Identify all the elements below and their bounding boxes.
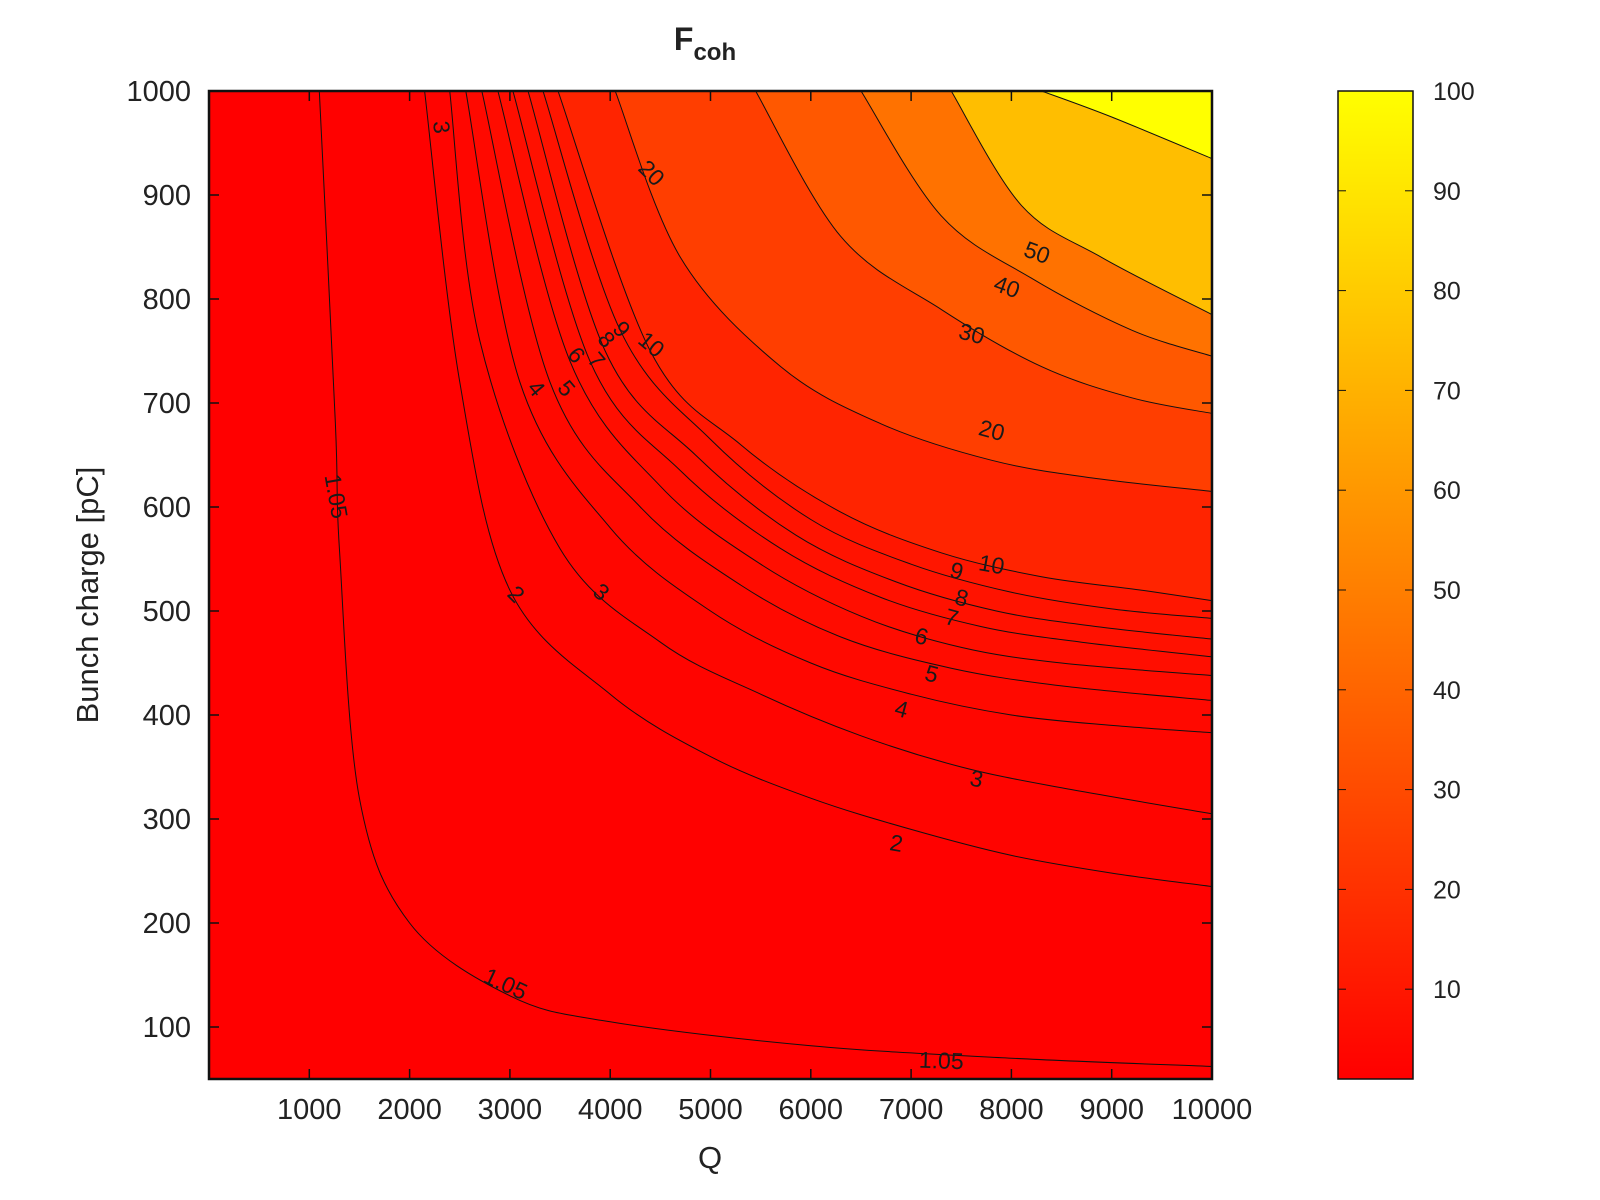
y-tick-label: 700 xyxy=(143,388,191,420)
contour-line-1.05 xyxy=(318,91,1212,1067)
contour-lines xyxy=(318,91,1212,1067)
colorbar-gradient xyxy=(1338,91,1413,1079)
colorbar-tick-label: 100 xyxy=(1433,78,1475,106)
filled-bands xyxy=(209,91,1212,1079)
colorbar-tick-label: 80 xyxy=(1433,278,1461,306)
x-tick-label: 4000 xyxy=(578,1094,643,1126)
contour-label: 10 xyxy=(977,549,1007,579)
y-tick-label: 500 xyxy=(143,596,191,628)
x-axis-label: Q xyxy=(698,1140,722,1175)
band-100 xyxy=(1041,91,1212,159)
band-50 xyxy=(951,91,1212,315)
contour-line-20 xyxy=(614,91,1212,492)
contour-label: 1.05 xyxy=(918,1047,964,1075)
colorbar-tick-label: 40 xyxy=(1433,677,1461,705)
colorbar-tick-label: 60 xyxy=(1433,477,1461,505)
colorbar-tick-label: 10 xyxy=(1433,976,1461,1004)
x-tick-label: 10000 xyxy=(1172,1094,1253,1126)
y-tick-label: 400 xyxy=(143,700,191,732)
y-tick-label: 300 xyxy=(143,804,191,836)
contour-line-100 xyxy=(1041,91,1212,160)
x-tick-label: 2000 xyxy=(377,1094,442,1126)
y-tick-label: 200 xyxy=(143,908,191,940)
contour-label: 2 xyxy=(888,829,905,857)
contour-line-5 xyxy=(481,91,1212,701)
x-axis: 1000 2000 3000 4000 5000 6000 7000 8000 9000 1000… xyxy=(277,91,1252,1126)
contour-label: 3 xyxy=(428,120,455,135)
plot-area: 1.051.051.052233344556677889910102020304… xyxy=(207,89,1214,1081)
chart-title: Fcoh xyxy=(674,21,736,66)
x-tick-label: 7000 xyxy=(879,1094,944,1126)
chart-title-subscript: coh xyxy=(693,39,736,66)
x-tick-label: 9000 xyxy=(1079,1094,1144,1126)
colorbar-tick-label: 70 xyxy=(1433,377,1461,405)
contour-line-50 xyxy=(950,91,1212,316)
colorbar-tick-label: 50 xyxy=(1433,577,1461,605)
colorbar-frame xyxy=(1337,90,1414,1080)
contour-line-6 xyxy=(497,91,1212,676)
x-tick-label: 5000 xyxy=(678,1094,743,1126)
x-tick-label: 1000 xyxy=(277,1094,342,1126)
contour-line-9 xyxy=(542,91,1212,619)
contour-line-8 xyxy=(527,91,1212,640)
contour-line-10 xyxy=(557,91,1212,602)
y-tick-label: 1000 xyxy=(126,76,191,108)
contour-line-40 xyxy=(860,91,1212,357)
y-tick-label: 600 xyxy=(143,492,191,524)
colorbar-ticks: 10 20 30 40 50 60 70 80 90 100 xyxy=(1338,78,1475,1004)
y-axis: 100 200 300 400 500 600 700 800 900 1000 xyxy=(126,76,1212,1044)
contour-line-3 xyxy=(449,91,1212,815)
y-tick-label: 900 xyxy=(143,180,191,212)
chart-title-main: F xyxy=(674,21,694,57)
y-tick-label: 100 xyxy=(143,1012,191,1044)
x-tick-label: 3000 xyxy=(478,1094,543,1126)
colorbar-tick-label: 90 xyxy=(1433,178,1461,206)
y-axis-label: Bunch charge [pC] xyxy=(70,467,105,724)
colorbar-tick-label: 30 xyxy=(1433,777,1461,805)
colorbar-tick-label: 20 xyxy=(1433,876,1461,904)
x-tick-label: 6000 xyxy=(779,1094,844,1126)
colorbar: 10 20 30 40 50 60 70 80 90 100 xyxy=(1337,78,1475,1080)
contour-line-7 xyxy=(512,91,1212,658)
contour-line-2 xyxy=(424,91,1212,888)
contour-line-4 xyxy=(465,91,1212,734)
x-tick-label: 8000 xyxy=(979,1094,1044,1126)
contour-label: 3 xyxy=(968,765,986,793)
y-tick-label: 800 xyxy=(143,284,191,316)
contour-line-30 xyxy=(755,91,1212,414)
